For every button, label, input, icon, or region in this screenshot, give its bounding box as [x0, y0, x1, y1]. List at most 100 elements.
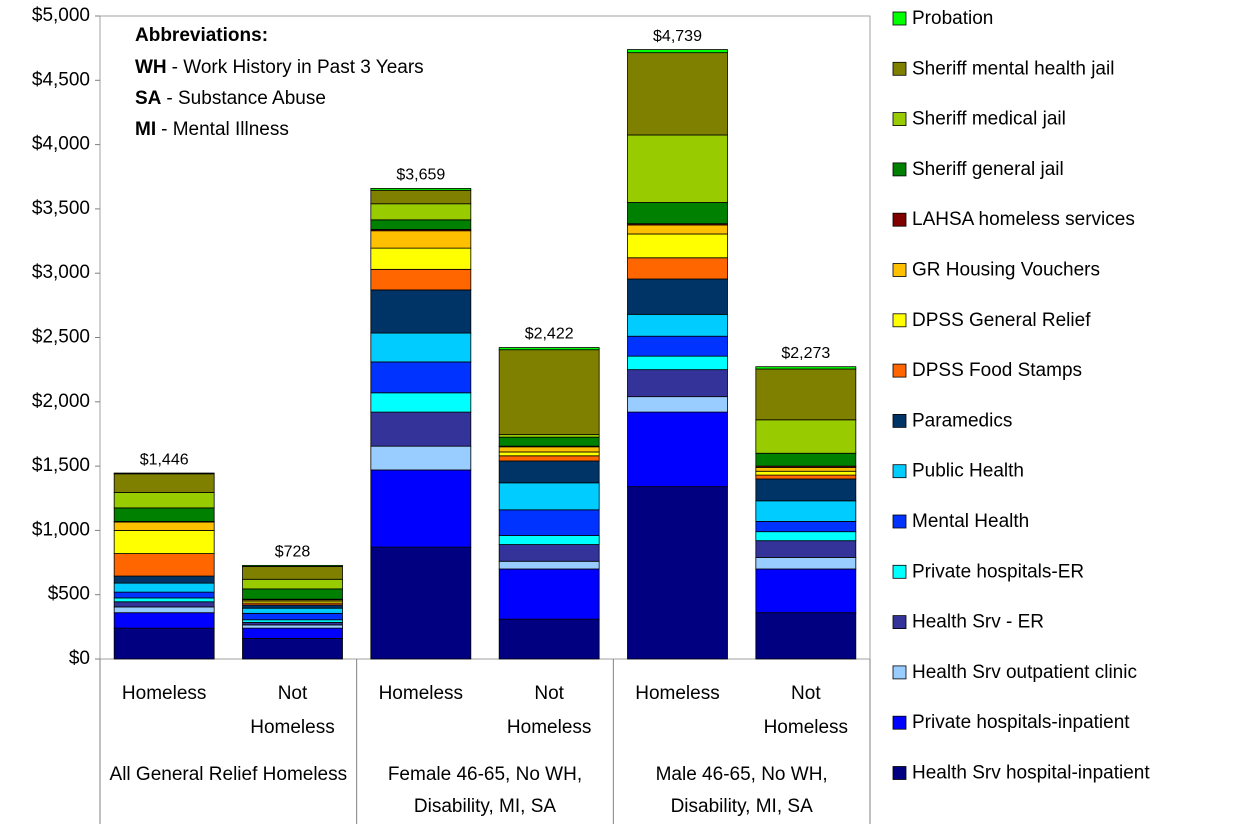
legend-swatch [892, 665, 907, 680]
bar-segment [242, 564, 343, 567]
x-tick-label: Not Homeless [506, 683, 592, 738]
bar-segment [113, 473, 215, 493]
legend-swatch [892, 363, 907, 378]
bar-segment [370, 219, 472, 230]
bar-segment [370, 188, 472, 191]
bar-segment [627, 49, 728, 54]
legend-swatch [892, 11, 907, 26]
bar-segment [755, 366, 857, 370]
bar-segment [370, 469, 472, 548]
legend-label: Health Srv outpatient clinic [912, 662, 1137, 683]
annotation-abbr: MI [135, 119, 156, 140]
legend-label: Public Health [912, 461, 1024, 482]
bar-segment [755, 452, 857, 467]
legend-swatch [892, 162, 907, 177]
bar-segment [498, 618, 600, 660]
legend-label: Health Srv hospital-inpatient [912, 763, 1150, 784]
total-label: $4,739 [653, 28, 702, 45]
group-label: All General Relief Homeless [109, 764, 348, 785]
x-tick-label: Not Homeless [763, 683, 849, 738]
bar-segment [755, 531, 857, 542]
bar-segment [370, 411, 472, 447]
bar-segment [498, 347, 600, 351]
bar-segment [370, 268, 472, 291]
bar-segment [498, 560, 600, 570]
legend-label: Sheriff medical jail [912, 109, 1066, 130]
bar-segment [755, 474, 857, 480]
legend-swatch [892, 615, 907, 629]
bar-segment [627, 396, 728, 413]
x-tick-label: Homeless [121, 683, 207, 704]
bar-segment [370, 392, 472, 413]
legend-swatch [892, 112, 907, 126]
annotation-line: WH - Work History in Past 3 Years [135, 57, 424, 78]
bar-segment [755, 478, 857, 502]
legend-label: DPSS General Relief [912, 310, 1091, 331]
bar-segment [113, 612, 215, 629]
legend-label: LAHSA homeless services [912, 209, 1135, 230]
bar-segment [113, 492, 215, 509]
bar-segment [627, 369, 728, 398]
legend-swatch [892, 212, 907, 227]
bar-segment [627, 355, 728, 371]
bar-segment [113, 575, 215, 584]
bar-segment [755, 466, 857, 472]
bar-segment [627, 313, 728, 337]
annotation-line: MI - Mental Illness [135, 119, 289, 140]
bar-segment [498, 436, 600, 447]
y-tick-label: $5,000 [32, 5, 90, 26]
legend-swatch [892, 61, 907, 76]
bar-segment [113, 472, 215, 475]
bar-segment [113, 606, 215, 614]
legend-swatch [892, 313, 907, 328]
legend-swatch [892, 766, 907, 780]
legend-swatch [892, 413, 907, 428]
bar-segment [755, 419, 857, 454]
bar-segment [113, 530, 215, 554]
bar-segment [113, 507, 215, 522]
y-tick-label: $4,500 [32, 69, 90, 90]
bar-segment [370, 361, 472, 394]
legend-swatch [892, 564, 907, 579]
bar-segment [627, 278, 728, 315]
bar-segment [113, 591, 215, 599]
bar-segment [755, 557, 857, 570]
bar-segment [370, 332, 472, 363]
bar-segment [242, 578, 343, 590]
bar-segment [627, 202, 728, 225]
bar-segment [370, 230, 472, 249]
annotation-box [124, 18, 352, 146]
bar-segment [113, 597, 215, 603]
bar-segment [242, 624, 343, 629]
y-tick-label: $3,000 [32, 262, 90, 283]
bar-segment [498, 460, 600, 484]
legend-swatch [892, 263, 907, 277]
bar-segment [498, 446, 600, 453]
bar-segment [627, 134, 728, 203]
annotation-abbr: SA [135, 88, 162, 109]
bar-segment [242, 627, 343, 639]
total-label: $2,273 [781, 345, 830, 362]
bar-segment [498, 568, 600, 620]
bar-segment [242, 566, 343, 580]
total-label: $728 [275, 544, 311, 561]
bar-segment [498, 455, 600, 462]
bar-segment [498, 535, 600, 545]
bar-segment [242, 607, 343, 614]
bar-segment [627, 52, 728, 136]
x-tick-label: Not Homeless [250, 683, 335, 738]
legend-swatch [892, 715, 907, 730]
bar-segment [627, 335, 728, 357]
legend-swatch [892, 514, 907, 529]
bar-segment [370, 189, 472, 205]
bar-segment [113, 582, 215, 593]
bar-segment [627, 486, 728, 660]
bar-segment [755, 612, 857, 660]
bar-segment [242, 588, 343, 600]
bar-segment [370, 203, 472, 221]
bar-segment [498, 482, 600, 511]
bar-segment [113, 601, 215, 608]
bar-segment [755, 540, 857, 558]
legend-label: Probation [912, 8, 993, 29]
